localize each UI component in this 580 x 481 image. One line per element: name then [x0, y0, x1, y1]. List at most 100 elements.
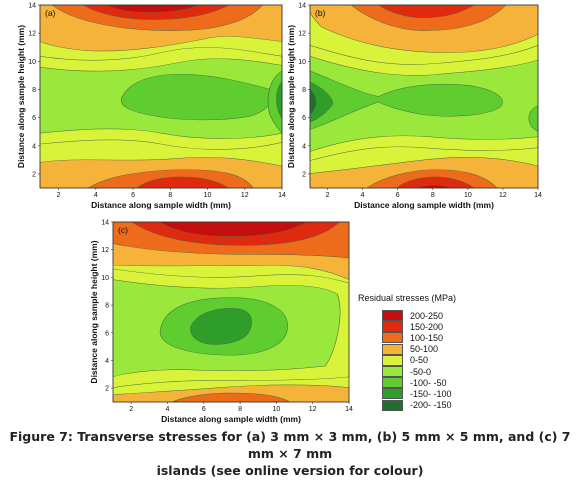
- y-tick-label: 4: [302, 143, 306, 150]
- y-tick-label: 8: [32, 87, 36, 94]
- x-tick-label: 12: [499, 192, 507, 199]
- contour-panel-1: 2 4 6 8 10 12 14 2 4 6 8 10 12 14 (a) Distance along sa…: [16, 3, 286, 211]
- legend-swatch: [382, 343, 403, 355]
- legend: Residual stresses (MPa) 200-250 150-200 10…: [358, 293, 456, 411]
- legend-entry: -200- -150: [358, 399, 456, 411]
- x-tick-label: 10: [204, 192, 212, 199]
- x-axis-label: Distance along sample width (mm): [354, 200, 494, 210]
- x-tick-label: 10: [464, 192, 472, 199]
- panel-label: (a): [45, 8, 56, 18]
- x-axis-label: Distance along sample width (mm): [91, 200, 231, 210]
- x-tick-label: 14: [278, 192, 286, 199]
- y-tick-label: 8: [302, 87, 306, 94]
- x-tick-label: 2: [57, 192, 61, 199]
- plot-frame: [39, 4, 283, 189]
- figure: 2 4 6 8 10 12 14 2 4 6 8 10 12 14 (a) Distance along sa…: [16, 3, 542, 425]
- x-tick-label: 14: [534, 192, 542, 199]
- contour-region-8: [159, 221, 308, 237]
- contour-region-6: [528, 105, 539, 132]
- legend-entry: -50-0: [358, 366, 456, 378]
- x-tick-label: 8: [238, 406, 242, 413]
- legend-swatch: [382, 366, 403, 378]
- y-tick-label: 10: [28, 59, 36, 66]
- x-tick-label: 2: [129, 406, 133, 413]
- y-axis-label: Distance along sample height (mm): [89, 240, 99, 383]
- figure-caption: Figure 7: Transverse stresses for (a) 3 …: [0, 428, 580, 479]
- contour-region-3: [309, 70, 503, 130]
- contour-panel-2: 2 4 6 8 10 12 14 2 4 6 8 10 12 14 (b) Distance along sa…: [286, 3, 542, 211]
- contour-region-9: [106, 4, 200, 13]
- x-tick-label: 8: [431, 192, 435, 199]
- x-axis-label: Distance along sample width (mm): [161, 414, 301, 424]
- y-axis-label: Distance along sample height (mm): [286, 25, 296, 168]
- contour-fill-group: [39, 4, 283, 189]
- x-tick-label: 12: [309, 406, 317, 413]
- x-tick-label: 12: [241, 192, 249, 199]
- plot-frame: [309, 4, 539, 189]
- contour-region-10: [170, 392, 291, 403]
- contour-fill-group: [309, 4, 539, 189]
- y-tick-label: 10: [101, 275, 109, 282]
- contour-region-12: [136, 176, 230, 189]
- y-tick-label: 2: [302, 171, 306, 178]
- plot-frame: [112, 221, 350, 403]
- x-tick-label: 14: [345, 406, 353, 413]
- y-tick-label: 6: [302, 115, 306, 122]
- y-tick-label: 12: [101, 247, 109, 254]
- y-tick-label: 2: [32, 171, 36, 178]
- y-tick-label: 2: [105, 386, 109, 393]
- x-tick-label: 6: [131, 192, 135, 199]
- contour-region-12: [395, 176, 475, 189]
- legend-label: -150- -100: [410, 388, 452, 399]
- x-tick-label: 6: [202, 406, 206, 413]
- y-tick-label: 6: [105, 330, 109, 337]
- legend-swatch: [382, 399, 403, 411]
- x-tick-label: 10: [272, 406, 280, 413]
- x-tick-label: 8: [168, 192, 172, 199]
- caption-line-2: islands (see online version for colour): [156, 463, 424, 478]
- legend-swatch: [382, 332, 403, 344]
- legend-entry: 150-200: [358, 321, 456, 333]
- legend-entry: 100-150: [358, 332, 456, 344]
- x-tick-label: 4: [94, 192, 98, 199]
- x-tick-label: 2: [326, 192, 330, 199]
- legend-title: Residual stresses (MPa): [358, 293, 457, 303]
- y-axis-label: Distance along sample height (mm): [16, 25, 26, 168]
- legend-entry: 200-250: [358, 310, 456, 322]
- legend-entry: -100- -50: [358, 377, 456, 389]
- legend-label: 0-50: [410, 355, 429, 366]
- caption-line-1: Figure 7: Transverse stresses for (a) 3 …: [9, 429, 571, 461]
- y-tick-label: 8: [105, 303, 109, 310]
- y-tick-label: 10: [298, 59, 306, 66]
- legend-entry: -150- -100: [358, 388, 456, 400]
- legend-swatch: [382, 388, 403, 400]
- x-tick-label: 4: [166, 406, 170, 413]
- legend-swatch: [382, 354, 403, 366]
- contour-region-4: [190, 308, 252, 345]
- legend-swatch: [382, 377, 403, 389]
- y-tick-label: 12: [28, 31, 36, 38]
- legend-label: 50-100: [410, 344, 439, 355]
- panel-label: (b): [315, 8, 326, 18]
- legend-label: -50-0: [410, 366, 432, 377]
- legend-label: -100- -50: [410, 377, 447, 388]
- x-tick-label: 6: [396, 192, 400, 199]
- legend-entry: 0-50: [358, 354, 456, 366]
- legend-swatch: [382, 321, 403, 333]
- y-tick-label: 14: [298, 3, 306, 10]
- y-tick-label: 6: [32, 115, 36, 122]
- y-tick-label: 12: [298, 31, 306, 38]
- y-tick-label: 14: [28, 3, 36, 10]
- panel-label: (c): [118, 225, 128, 235]
- legend-label: -200- -150: [410, 400, 452, 411]
- x-tick-label: 4: [361, 192, 365, 199]
- contour-region-9: [377, 4, 476, 19]
- contour-fill-group: [112, 221, 350, 403]
- contour-region-4: [309, 81, 334, 123]
- legend-entry: 50-100: [358, 343, 456, 355]
- legend-label: 200-250: [410, 310, 444, 321]
- legend-swatch: [382, 310, 403, 322]
- y-tick-label: 4: [32, 143, 36, 150]
- y-tick-label: 14: [101, 220, 109, 227]
- legend-label: 150-200: [410, 321, 444, 332]
